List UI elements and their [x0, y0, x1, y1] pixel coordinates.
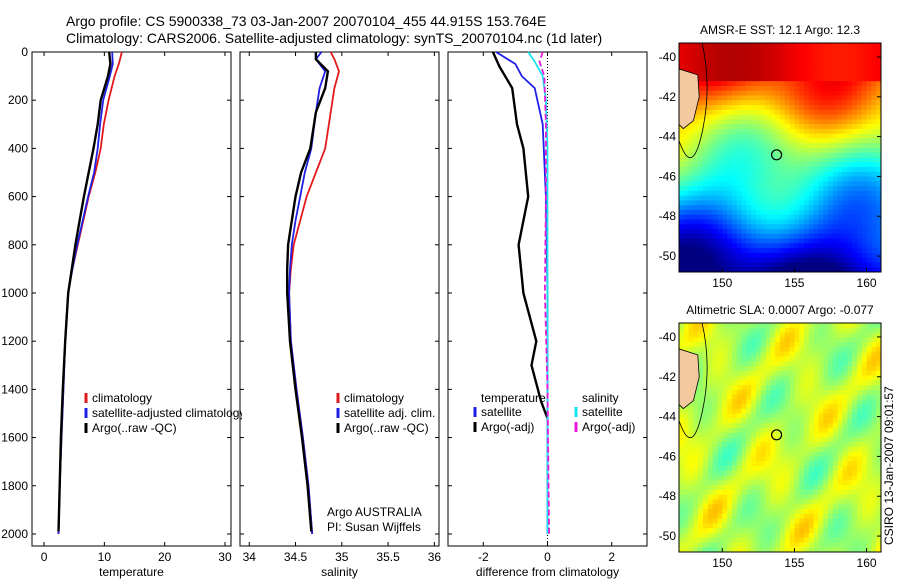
map-y-tick-label: -48 [659, 209, 677, 223]
x-tick-label: 30 [218, 550, 232, 564]
map-title: Altimetric SLA: 0.0007 Argo: -0.077 [686, 303, 874, 317]
y-tick-label: 400 [8, 141, 28, 155]
map-y-tick-label: -40 [659, 330, 677, 344]
map-y-tick-label: -50 [659, 529, 677, 543]
x-tick-label: 34 [243, 550, 257, 564]
x-tick-label: 35 [335, 550, 349, 564]
legend-label: satellite [481, 405, 522, 419]
legend-title-salinity: salinity [582, 391, 619, 405]
y-tick-label: 200 [8, 93, 28, 107]
map-y-tick-label: -46 [659, 169, 677, 183]
x-tick-label: 0 [41, 550, 48, 564]
map-x-tick-label: 160 [857, 556, 877, 570]
x-tick-label: -2 [478, 550, 489, 564]
x-tick-label: 10 [98, 550, 112, 564]
vertical-credit: CSIRO 13-Jan-2007 09:01:57 [882, 386, 896, 545]
x-axis-label: difference from climatology [476, 565, 619, 579]
annotation-line-1: Argo AUSTRALIA [327, 505, 422, 519]
map-x-tick-label: 150 [712, 276, 732, 290]
x-tick-label: 34.5 [284, 550, 308, 564]
legend-label: climatology [92, 391, 152, 405]
map-field [679, 323, 881, 552]
y-tick-label: 1200 [1, 334, 28, 348]
map-y-tick-label: -50 [659, 249, 677, 263]
shelf-contour [679, 43, 708, 159]
y-tick-label: 1400 [1, 382, 28, 396]
y-tick-label: 2000 [1, 527, 28, 541]
map-x-tick-label: 155 [784, 276, 804, 290]
land-mass [679, 348, 700, 410]
x-tick-label: 0 [544, 550, 551, 564]
map-x-tick-label: 160 [857, 276, 877, 290]
series-line-argo [57, 51, 112, 532]
x-tick-label: 20 [158, 550, 172, 564]
x-tick-label: 36 [428, 550, 442, 564]
y-tick-label: 0 [21, 45, 28, 59]
temperature-panel [31, 51, 232, 547]
series-line-argo [286, 52, 330, 532]
y-tick-label: 800 [8, 238, 28, 252]
legend-label: Argo(-adj) [481, 420, 534, 434]
x-tick-label: 35.5 [376, 550, 400, 564]
salinity-panel [239, 51, 440, 547]
map-y-tick-label: -44 [659, 410, 677, 424]
header-line-1: Argo profile: CS 5900338_73 03-Jan-2007 … [66, 13, 546, 29]
series-line-temperature-satellite [495, 51, 549, 534]
map-field [679, 43, 881, 272]
annotation-line-2: PI: Susan Wijffels [327, 520, 421, 534]
map-y-tick-label: -48 [659, 489, 677, 503]
argo-position-marker [770, 429, 783, 441]
map-x-tick-label: 150 [712, 556, 732, 570]
y-tick-label: 600 [8, 190, 28, 204]
map-x-tick-label: 155 [784, 556, 804, 570]
map-frame [678, 322, 882, 553]
legend-label: Argo(-adj) [582, 420, 635, 434]
map-frame [678, 42, 882, 273]
legend-label: Argo(..raw -QC) [344, 421, 429, 435]
argo-position-marker [770, 149, 783, 161]
map-y-tick-label: -42 [659, 90, 677, 104]
header-line-2: Climatology: CARS2006. Satellite-adjuste… [66, 30, 602, 46]
series-line-salinity-argo [538, 51, 550, 535]
legend-label: satellite-adjusted climatology [92, 406, 245, 420]
series-line-temperature-argo [491, 51, 549, 419]
shelf-contour [679, 323, 708, 439]
legend-label: Argo(..raw -QC) [92, 421, 177, 435]
map-title: AMSR-E SST: 12.1 Argo: 12.3 [700, 23, 860, 37]
y-tick-label: 1600 [1, 431, 28, 445]
x-tick-label: 2 [608, 550, 615, 564]
y-tick-label: 1800 [1, 479, 28, 493]
legend-label: satellite adj. clim. [344, 406, 435, 420]
map-y-tick-label: -44 [659, 130, 677, 144]
series-line-salinity-satellite [527, 51, 549, 534]
x-axis-label: temperature [99, 565, 164, 579]
map-y-tick-label: -46 [659, 449, 677, 463]
legend-label: climatology [344, 391, 404, 405]
land-mass [679, 68, 700, 130]
legend-label: satellite [582, 405, 623, 419]
x-axis-label: salinity [321, 565, 358, 579]
series-line-satellite [288, 51, 327, 535]
y-tick-label: 1000 [1, 286, 28, 300]
legend-title-temperature: temperature [481, 391, 546, 405]
map-y-tick-label: -40 [659, 50, 677, 64]
map-y-tick-label: -42 [659, 370, 677, 384]
